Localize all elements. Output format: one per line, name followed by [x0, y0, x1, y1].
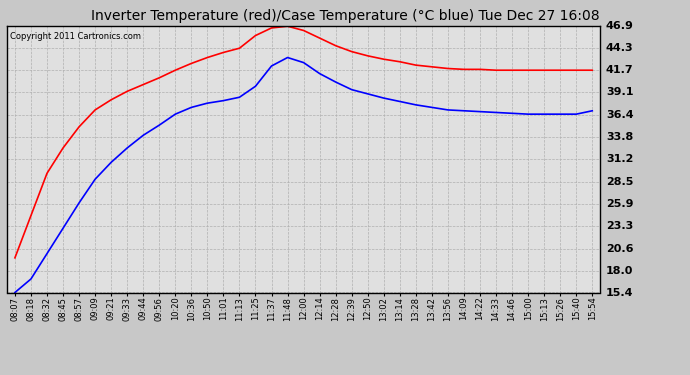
Text: 20.6: 20.6: [606, 243, 633, 254]
Text: Copyright 2011 Cartronics.com: Copyright 2011 Cartronics.com: [10, 32, 141, 40]
Text: Inverter Temperature (red)/Case Temperature (°C blue) Tue Dec 27 16:08: Inverter Temperature (red)/Case Temperat…: [90, 9, 600, 23]
Text: 33.8: 33.8: [606, 132, 633, 142]
Text: 23.3: 23.3: [606, 221, 633, 231]
Text: 41.7: 41.7: [606, 65, 633, 75]
Text: 36.4: 36.4: [606, 110, 633, 120]
Text: 15.4: 15.4: [606, 288, 633, 297]
Text: 25.9: 25.9: [606, 199, 633, 209]
Text: 46.9: 46.9: [606, 21, 633, 31]
Text: 44.3: 44.3: [606, 43, 633, 53]
Text: 28.5: 28.5: [606, 177, 633, 187]
Text: 18.0: 18.0: [606, 266, 633, 276]
Text: 31.2: 31.2: [606, 154, 633, 164]
Text: 39.1: 39.1: [606, 87, 633, 97]
